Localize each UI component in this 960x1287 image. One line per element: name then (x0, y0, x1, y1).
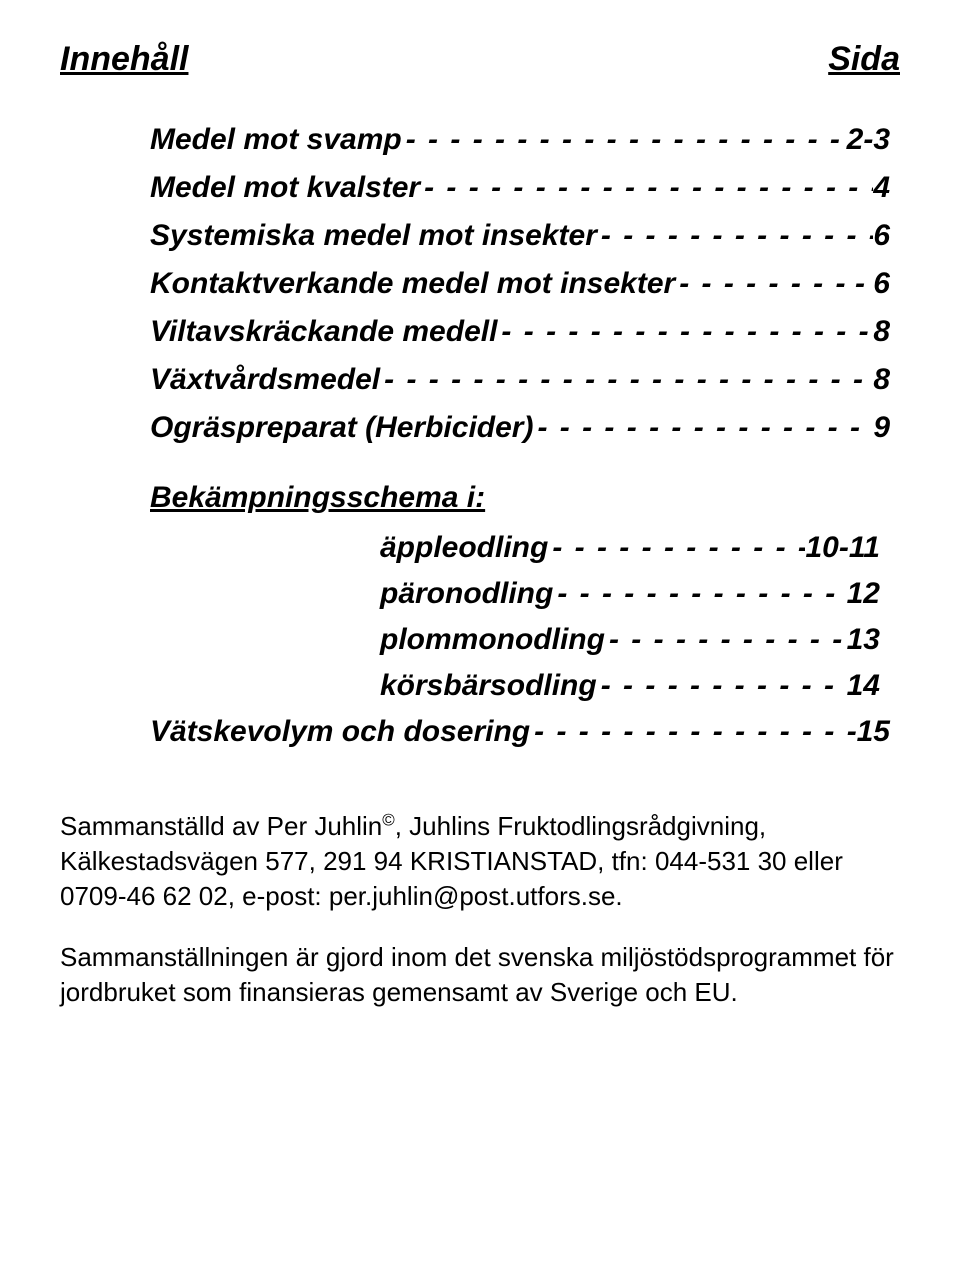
toc-block: Medel mot svamp - - - - - - - - - - - - … (150, 123, 890, 749)
footer-paragraph-1: Sammanställd av Per Juhlin©, Juhlins Fru… (60, 809, 900, 914)
toc-leader: - - - - - - - - - - - - - - - - - - - - … (380, 363, 873, 397)
toc-entry: äppleodling - - - - - - - - - - - - - - … (380, 531, 880, 565)
copyright-icon: © (382, 810, 394, 829)
toc-entry: plommonodling - - - - - - - - - - - - - … (380, 623, 880, 657)
footer-p1-prefix: Sammanställd av Per Juhlin (60, 811, 382, 841)
toc-label: Växtvårdsmedel (150, 363, 380, 397)
header-row: Innehåll Sida (60, 40, 900, 79)
toc-leader: - - - - - - - - - - - - - - - - - - - - … (548, 531, 805, 565)
toc-label: Vätskevolym och dosering (150, 715, 530, 749)
toc-leader: - - - - - - - - - - - - - - - - - - - - … (497, 315, 873, 349)
toc-leader: - - - - - - - - - - - - - - - - - - - - … (675, 267, 855, 301)
toc-entry: Medel mot kvalster - - - - - - - - - - -… (150, 171, 890, 205)
toc-entry: Viltavskräckande medell - - - - - - - - … (150, 315, 890, 349)
toc-entry: körsbärsodling - - - - - - - - - - - - -… (380, 669, 880, 703)
header-left: Innehåll (60, 40, 188, 79)
toc-page: 15 (857, 715, 890, 749)
toc-entry: Medel mot svamp - - - - - - - - - - - - … (150, 123, 890, 157)
footer-paragraph-2: Sammanställningen är gjord inom det sven… (60, 940, 900, 1010)
footer-block: Sammanställd av Per Juhlin©, Juhlins Fru… (60, 809, 900, 1010)
toc-page: 6 (873, 219, 890, 253)
toc-label: Kontaktverkande medel mot insekter (150, 267, 675, 301)
toc-leader: - - - - - - - - - - - - - - - - - - - - … (402, 123, 847, 157)
toc-page: 2-3 (847, 123, 890, 157)
toc-entry: Växtvårdsmedel - - - - - - - - - - - - -… (150, 363, 890, 397)
toc-page: 14 (847, 669, 880, 703)
toc-leader: - - - - - - - - - - - - - - - - - - - - … (533, 411, 873, 445)
toc-label: Systemiska medel mot insekter (150, 219, 597, 253)
sub-toc-block: äppleodling - - - - - - - - - - - - - - … (380, 531, 880, 703)
toc-label: Medel mot svamp (150, 123, 402, 157)
toc-label: äppleodling (380, 531, 548, 565)
toc-entry: Ogräspreparat (Herbicider) - - - - - - -… (150, 411, 890, 445)
toc-label: körsbärsodling (380, 669, 597, 703)
toc-page: 4 (873, 171, 890, 205)
toc-page: 8 (873, 315, 890, 349)
header-right: Sida (828, 40, 900, 79)
toc-leader: - - - - - - - - - - - - - - - - - - - - … (597, 219, 873, 253)
toc-leader: - - - - - - - - - - - - - - - - - - - - … (420, 171, 873, 205)
toc-page: 12 (847, 577, 880, 611)
toc-page: 9 (873, 411, 890, 445)
toc-page: - 6 (855, 267, 890, 301)
toc-entry: päronodling - - - - - - - - - - - - - - … (380, 577, 880, 611)
toc-leader: - - - - - - - - - - - - - - - - - - - - … (530, 715, 856, 749)
toc-label: Ogräspreparat (Herbicider) (150, 411, 533, 445)
toc-entry: Systemiska medel mot insekter - - - - - … (150, 219, 890, 253)
toc-entry: Kontaktverkande medel mot insekter - - -… (150, 267, 890, 301)
sub-heading: Bekämpningsschema i: (150, 481, 890, 515)
toc-label: Medel mot kvalster (150, 171, 420, 205)
toc-label: päronodling (380, 577, 553, 611)
toc-leader: - - - - - - - - - - - - - - - - - - - - … (553, 577, 846, 611)
toc-label: plommonodling (380, 623, 605, 657)
toc-entry: Vätskevolym och dosering - - - - - - - -… (150, 715, 890, 749)
toc-page: 8 (873, 363, 890, 397)
toc-leader: - - - - - - - - - - - - - - - - - - - - … (597, 669, 847, 703)
toc-label: Viltavskräckande medell (150, 315, 497, 349)
toc-leader: - - - - - - - - - - - - - - - - - - - - … (605, 623, 847, 657)
toc-page: 10-11 (805, 531, 880, 565)
toc-page: 13 (847, 623, 880, 657)
